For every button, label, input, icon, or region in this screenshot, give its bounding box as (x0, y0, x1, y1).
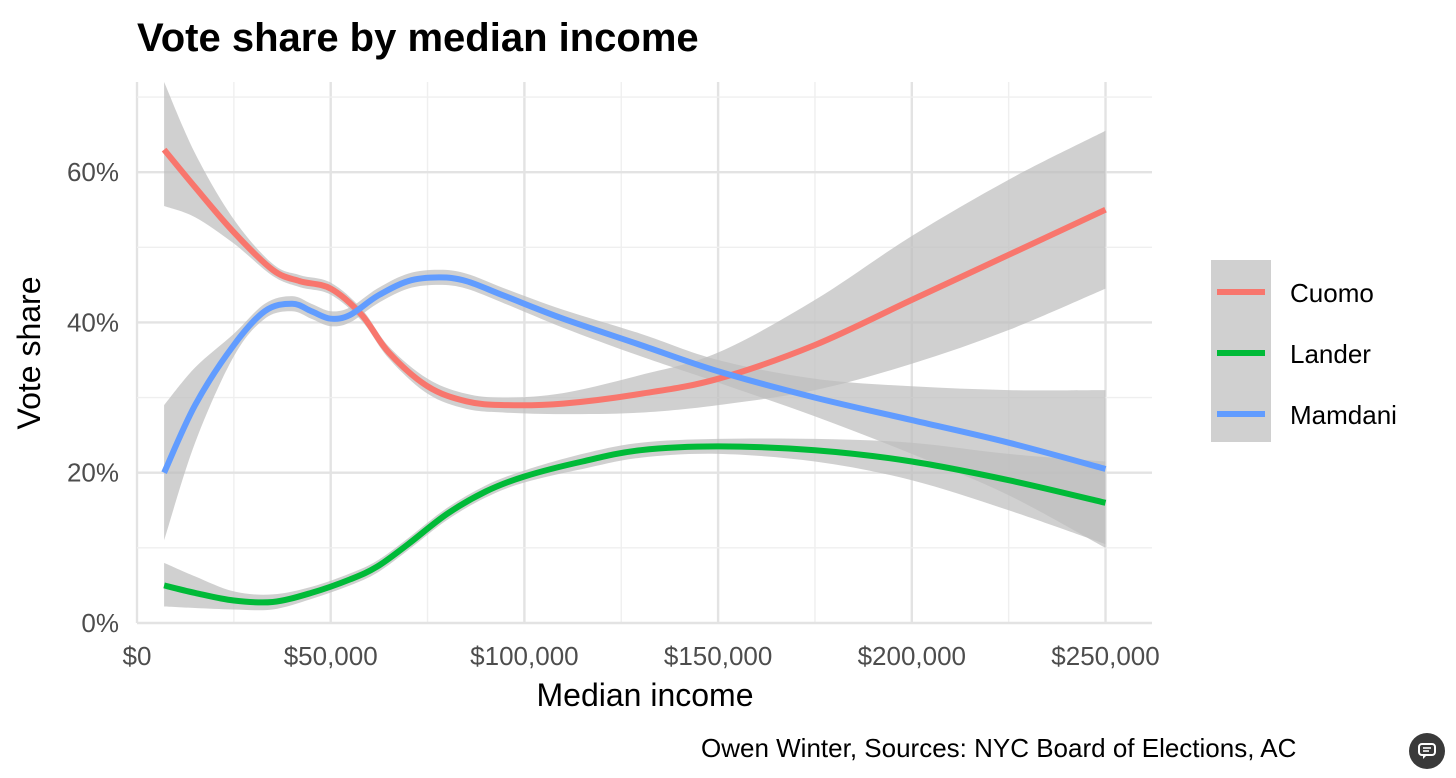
x-tick-label: $250,000 (1051, 641, 1159, 671)
series-line-lander (163, 443, 1107, 606)
y-tick-label: 20% (67, 458, 119, 488)
confidence-band-cuomo (164, 82, 1106, 415)
share-button[interactable] (1409, 733, 1445, 769)
series-lines (161, 147, 1107, 606)
x-tick-label: $150,000 (664, 641, 772, 671)
caption: Owen Winter, Sources: NYC Board of Elect… (701, 733, 1296, 763)
series-line-cuomo (161, 147, 1107, 409)
x-tick-label: $200,000 (858, 641, 966, 671)
x-tick-label: $0 (123, 641, 152, 671)
legend-label-cuomo: Cuomo (1290, 278, 1374, 308)
confidence-band-mamdani (164, 269, 1106, 548)
x-tick-label: $100,000 (470, 641, 578, 671)
series-line-mamdani (161, 274, 1107, 474)
y-axis-label: Vote share (11, 277, 47, 430)
y-tick-label: 0% (81, 608, 119, 638)
y-tick-label: 40% (67, 307, 119, 337)
legend-label-lander: Lander (1290, 339, 1371, 369)
chat-bubble-icon (1418, 743, 1436, 759)
legend-label-mamdani: Mamdani (1290, 400, 1397, 430)
confidence-bands (164, 82, 1106, 611)
y-axis-ticks: 0% 20% 40% 60% (67, 157, 119, 638)
x-tick-label: $50,000 (284, 641, 378, 671)
y-tick-label: 60% (67, 157, 119, 187)
x-axis-ticks: $0 $50,000 $100,000 $150,000 $200,000 $250,00… (123, 641, 1160, 671)
chart-title: Vote share by median income (137, 16, 699, 60)
x-axis-label: Median income (537, 677, 754, 713)
legend: Cuomo Lander Mamdani (1211, 260, 1397, 442)
